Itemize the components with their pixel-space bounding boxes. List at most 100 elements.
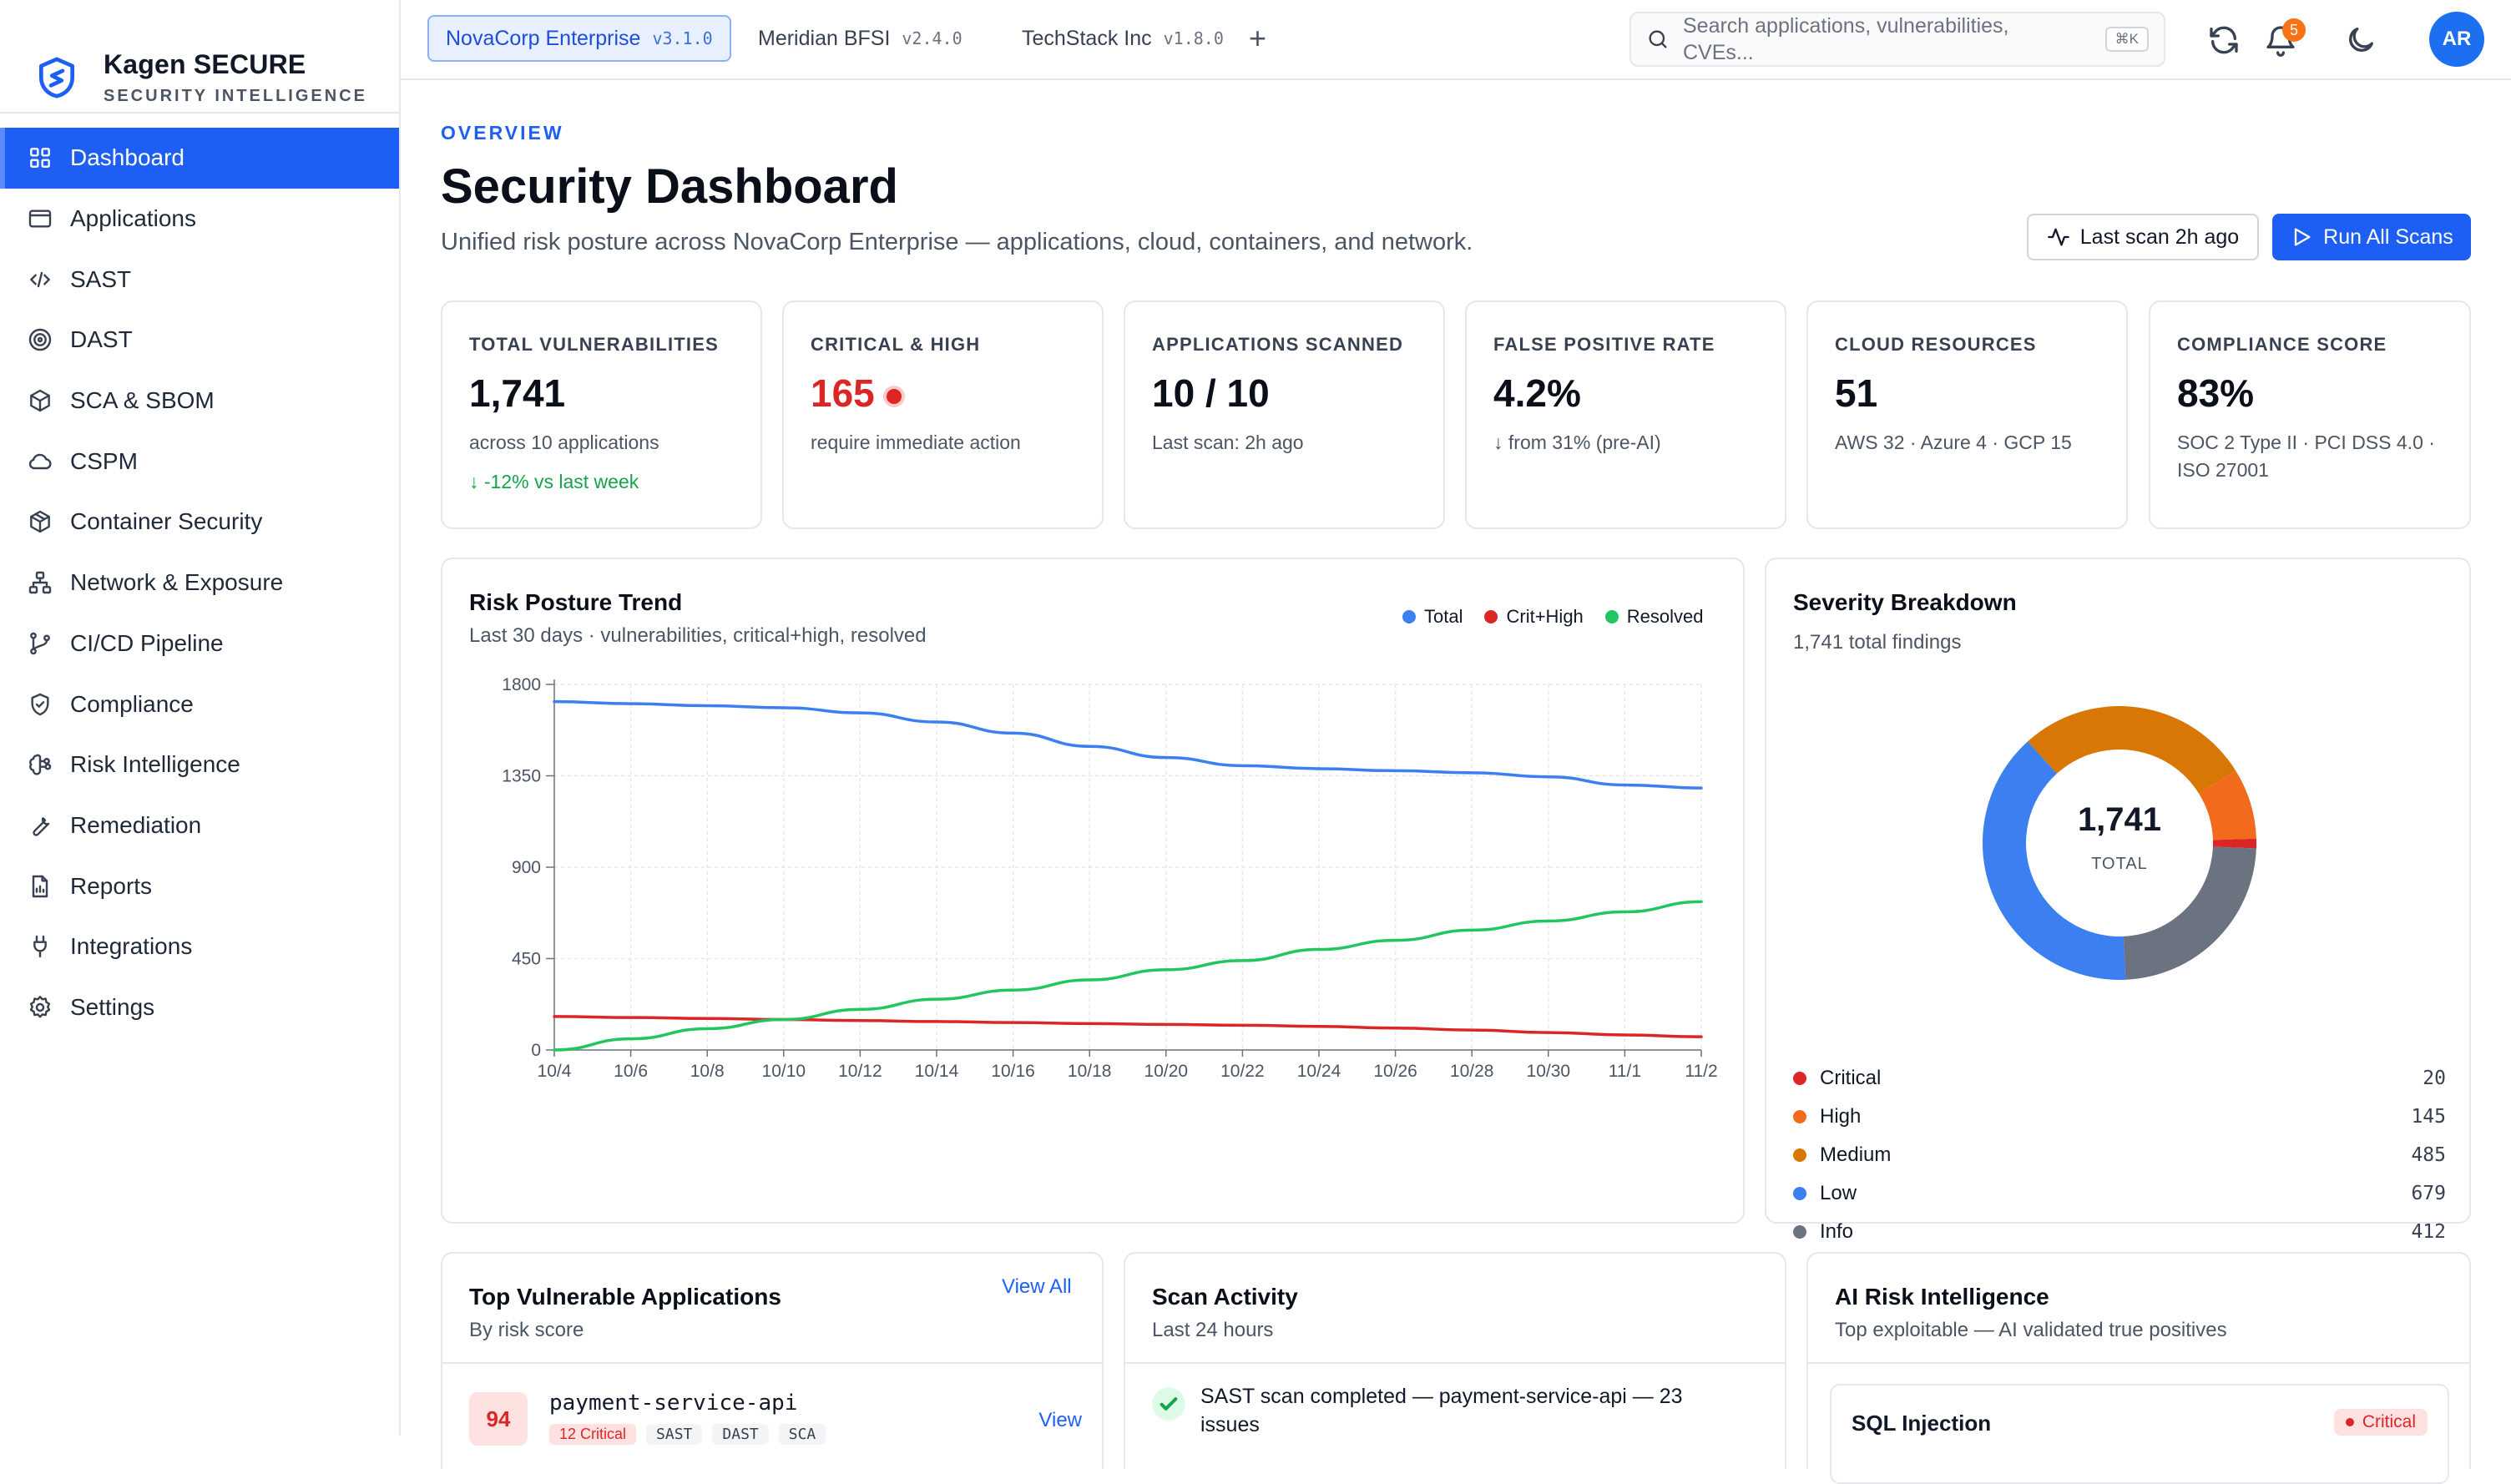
search-icon bbox=[1649, 30, 1667, 48]
sidebar-item-label: Remediation bbox=[70, 811, 202, 838]
search-input[interactable]: Search applications, vulnerabilities, CV… bbox=[1683, 14, 2009, 64]
legend-swatch bbox=[1484, 610, 1498, 623]
stat-card-compliance-score[interactable]: COMPLIANCE SCORE 83% SOC 2 Type II · PCI… bbox=[2149, 300, 2471, 529]
tab-techstack[interactable]: TechStack Inc v1.8.0 bbox=[1005, 15, 1240, 62]
sidebar-item-dast[interactable]: DAST bbox=[0, 310, 399, 371]
legend-item[interactable]: Resolved bbox=[1604, 606, 1704, 628]
tab-novacorp[interactable]: NovaCorp Enterprise v3.1.0 bbox=[427, 15, 731, 62]
severity-legend-item[interactable]: High 145 bbox=[1793, 1100, 2446, 1133]
sidebar-item-sca-sbom[interactable]: SCA & SBOM bbox=[0, 371, 399, 432]
stat-card-cloud-resources[interactable]: CLOUD RESOURCES 51 AWS 32 · Azure 4 · GC… bbox=[1806, 300, 2128, 529]
network-icon bbox=[28, 571, 52, 594]
sidebar-item-dashboard[interactable]: Dashboard bbox=[0, 128, 399, 189]
x-tick-label: 10/26 bbox=[1373, 1062, 1417, 1081]
stat-label: CLOUD RESOURCES bbox=[1835, 334, 2037, 355]
critical-count-pill: 12 Critical bbox=[549, 1424, 637, 1445]
view-app-link[interactable]: View bbox=[1038, 1409, 1082, 1431]
stat-value: 1,741 bbox=[469, 371, 566, 415]
donut-slice-high[interactable] bbox=[2199, 770, 2256, 840]
top-apps-panel: Top Vulnerable Applications By risk scor… bbox=[441, 1252, 1104, 1469]
y-tick-label: 900 bbox=[512, 858, 541, 877]
plug-icon bbox=[33, 936, 47, 958]
sidebar-item-risk-intelligence[interactable]: Risk Intelligence bbox=[0, 734, 399, 795]
stat-value: 51 bbox=[1835, 371, 1878, 415]
view-all-link[interactable]: View All bbox=[1002, 1275, 1072, 1298]
panel-subtitle: Last 24 hours bbox=[1152, 1319, 1274, 1341]
severity-donut-chart bbox=[1983, 706, 2256, 980]
stat-card-applications-scanned[interactable]: APPLICATIONS SCANNED 10 / 10 Last scan: … bbox=[1124, 300, 1445, 529]
x-tick-label: 10/10 bbox=[762, 1062, 806, 1081]
x-tick-label: 10/30 bbox=[1527, 1062, 1571, 1081]
legend-swatch bbox=[1604, 610, 1619, 623]
sidebar-item-label: Reports bbox=[70, 872, 153, 899]
sidebar-item-applications[interactable]: Applications bbox=[0, 189, 399, 250]
sidebar-item-settings[interactable]: Settings bbox=[0, 977, 399, 1038]
sidebar: Kagen SECURE SECURITY INTELLIGENCE Dashb… bbox=[0, 0, 401, 1436]
sidebar-item-remediation[interactable]: Remediation bbox=[0, 795, 399, 856]
stat-label: TOTAL VULNERABILITIES bbox=[469, 334, 719, 355]
x-tick-label: 10/14 bbox=[915, 1062, 959, 1081]
stat-card-critical-high[interactable]: CRITICAL & HIGH 165 require immediate ac… bbox=[782, 300, 1104, 529]
severity-legend-item[interactable]: Low 679 bbox=[1793, 1177, 2446, 1210]
tag-pill: DAST bbox=[712, 1424, 769, 1445]
legend-swatch bbox=[1793, 1187, 1806, 1200]
stat-card-total-vulnerabilities[interactable]: TOTAL VULNERABILITIES 1,741 across 10 ap… bbox=[441, 300, 762, 529]
risk-trend-panel: Risk Posture Trend Last 30 days · vulner… bbox=[441, 558, 1745, 1224]
donut-slice-medium[interactable] bbox=[2028, 706, 2236, 794]
sidebar-item-container-security[interactable]: Container Security bbox=[0, 492, 399, 553]
legend-item[interactable]: Total bbox=[1402, 606, 1463, 628]
git-branch-icon bbox=[30, 632, 50, 655]
run-all-scans-button[interactable]: Run All Scans bbox=[2272, 214, 2471, 260]
sidebar-item-label: Network & Exposure bbox=[70, 569, 284, 596]
stat-label: APPLICATIONS SCANNED bbox=[1152, 334, 1404, 355]
legend-swatch bbox=[1402, 610, 1416, 623]
severity-legend-item[interactable]: Medium 485 bbox=[1793, 1138, 2446, 1172]
brand-subtitle: SECURITY INTELLIGENCE bbox=[104, 87, 367, 105]
panel-subtitle: 1,741 total findings bbox=[1793, 631, 1962, 654]
sidebar-item-label: Applications bbox=[70, 205, 196, 232]
sidebar-nav: Dashboard Applications SAST DAST SCA & SBOM C… bbox=[0, 128, 399, 1037]
brand[interactable]: Kagen SECURE SECURITY INTELLIGENCE bbox=[33, 23, 367, 132]
sidebar-item-label: Compliance bbox=[70, 690, 194, 717]
legend-swatch bbox=[1793, 1072, 1806, 1085]
sidebar-item-reports[interactable]: Reports bbox=[0, 856, 399, 916]
refresh-icon[interactable] bbox=[2207, 23, 2241, 57]
last-scan-button[interactable]: Last scan 2h ago bbox=[2027, 214, 2259, 260]
table-row[interactable]: 94 payment-service-api 12 Critical SAST DA… bbox=[469, 1387, 1082, 1454]
stat-card-false-positive-rate[interactable]: FALSE POSITIVE RATE 4.2% ↓ from 31% (pre… bbox=[1465, 300, 1786, 529]
severity-name: Low bbox=[1820, 1182, 1857, 1204]
tab-meridian[interactable]: Meridian BFSI v2.4.0 bbox=[741, 15, 979, 62]
severity-count: 412 bbox=[2411, 1221, 2446, 1243]
sidebar-item-sast[interactable]: SAST bbox=[0, 249, 399, 310]
stat-value: 4.2% bbox=[1493, 371, 1581, 415]
notification-badge: 5 bbox=[2282, 18, 2306, 42]
stat-value: 165 bbox=[811, 371, 875, 415]
app-tags: 12 Critical SAST DAST SCA bbox=[549, 1424, 836, 1445]
stat-value: 10 / 10 bbox=[1152, 371, 1270, 415]
sidebar-item-compliance[interactable]: Compliance bbox=[0, 674, 399, 734]
panel-title: AI Risk Intelligence bbox=[1835, 1284, 2049, 1310]
bell-icon[interactable] bbox=[2264, 23, 2297, 57]
stat-label: FALSE POSITIVE RATE bbox=[1493, 334, 1715, 355]
sidebar-item-integrations[interactable]: Integrations bbox=[0, 916, 399, 977]
moon-icon[interactable] bbox=[2344, 23, 2377, 57]
tab-version: v3.1.0 bbox=[652, 28, 713, 48]
sidebar-item-label: Risk Intelligence bbox=[70, 751, 240, 778]
donut-slice-critical[interactable] bbox=[2212, 838, 2256, 849]
search-box[interactable]: Search applications, vulnerabilities, CV… bbox=[1629, 12, 2165, 67]
legend-label: Resolved bbox=[1626, 606, 1704, 627]
sidebar-item-cspm[interactable]: CSPM bbox=[0, 431, 399, 492]
sidebar-item-label: SCA & SBOM bbox=[70, 387, 215, 414]
avatar[interactable]: AR bbox=[2429, 12, 2484, 67]
donut-slice-low[interactable] bbox=[1983, 741, 2126, 980]
severity-legend-item[interactable]: Info 412 bbox=[1793, 1215, 2446, 1249]
legend-item[interactable]: Crit+High bbox=[1484, 606, 1584, 628]
sidebar-item-network-exposure[interactable]: Network & Exposure bbox=[0, 553, 399, 613]
sidebar-item-ci-cd-pipeline[interactable]: CI/CD Pipeline bbox=[0, 613, 399, 674]
risk-item[interactable]: SQL Injection Critical bbox=[1830, 1384, 2449, 1484]
severity-badge-label: Critical bbox=[2362, 1412, 2416, 1431]
add-tab-button[interactable]: + bbox=[1249, 21, 1267, 55]
donut-slice-info[interactable] bbox=[2123, 846, 2256, 980]
severity-legend-item[interactable]: Critical 20 bbox=[1793, 1062, 2446, 1095]
topbar: NovaCorp Enterprise v3.1.0 Meridian BFSI… bbox=[401, 0, 2511, 80]
